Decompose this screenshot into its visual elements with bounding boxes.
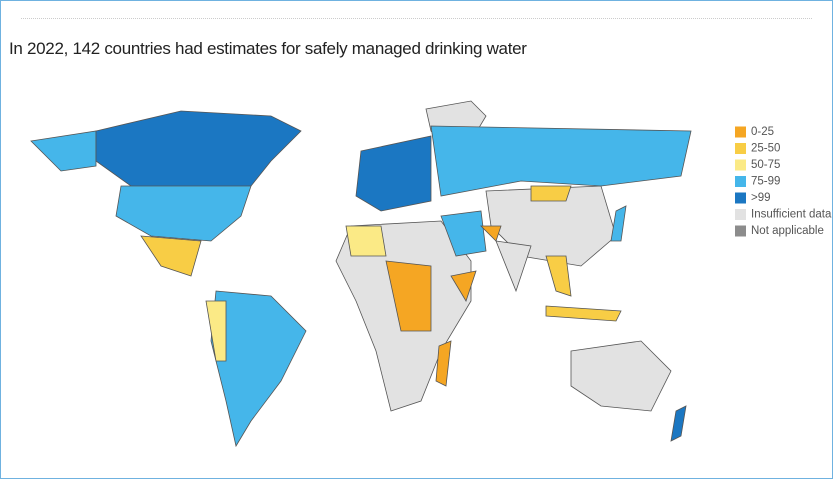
- region: [115, 185, 252, 242]
- legend-swatch: [735, 225, 746, 237]
- region: [385, 260, 432, 332]
- world-map: [30, 100, 692, 448]
- region: [495, 240, 532, 293]
- region: [205, 300, 227, 362]
- legend-label: Not applicable: [751, 225, 824, 237]
- region: [670, 405, 687, 442]
- legend-label: 0-25: [751, 126, 774, 138]
- region: [95, 110, 302, 192]
- legend-swatch: [735, 192, 746, 204]
- legend-label: 50-75: [751, 159, 780, 171]
- region: [450, 270, 477, 302]
- region: [355, 135, 432, 212]
- map-title: In 2022, 142 countries had estimates for…: [9, 39, 527, 58]
- region: [480, 225, 502, 242]
- region: [545, 255, 572, 297]
- region: [345, 225, 387, 257]
- region: [610, 205, 627, 242]
- region: [430, 125, 692, 197]
- legend-label: >99: [751, 192, 771, 204]
- legend-swatch: [735, 143, 746, 154]
- legend-swatch: [735, 176, 746, 187]
- region: [440, 210, 487, 257]
- legend-swatch: [735, 126, 746, 138]
- legend-swatch: [735, 209, 746, 220]
- legend-label: 75-99: [751, 176, 780, 188]
- region: [545, 305, 622, 322]
- region: [530, 185, 572, 202]
- region: [30, 130, 97, 172]
- legend-swatch: [735, 159, 746, 171]
- region: [570, 340, 672, 412]
- legend-label: Insufficient data: [751, 209, 832, 221]
- legend-label: 25-50: [751, 143, 780, 155]
- region: [140, 235, 202, 277]
- legend: 0-25 25-50 50-75 75-99 >99 Insufficient data N…: [735, 126, 832, 237]
- divider: [21, 18, 812, 19]
- region: [435, 340, 452, 387]
